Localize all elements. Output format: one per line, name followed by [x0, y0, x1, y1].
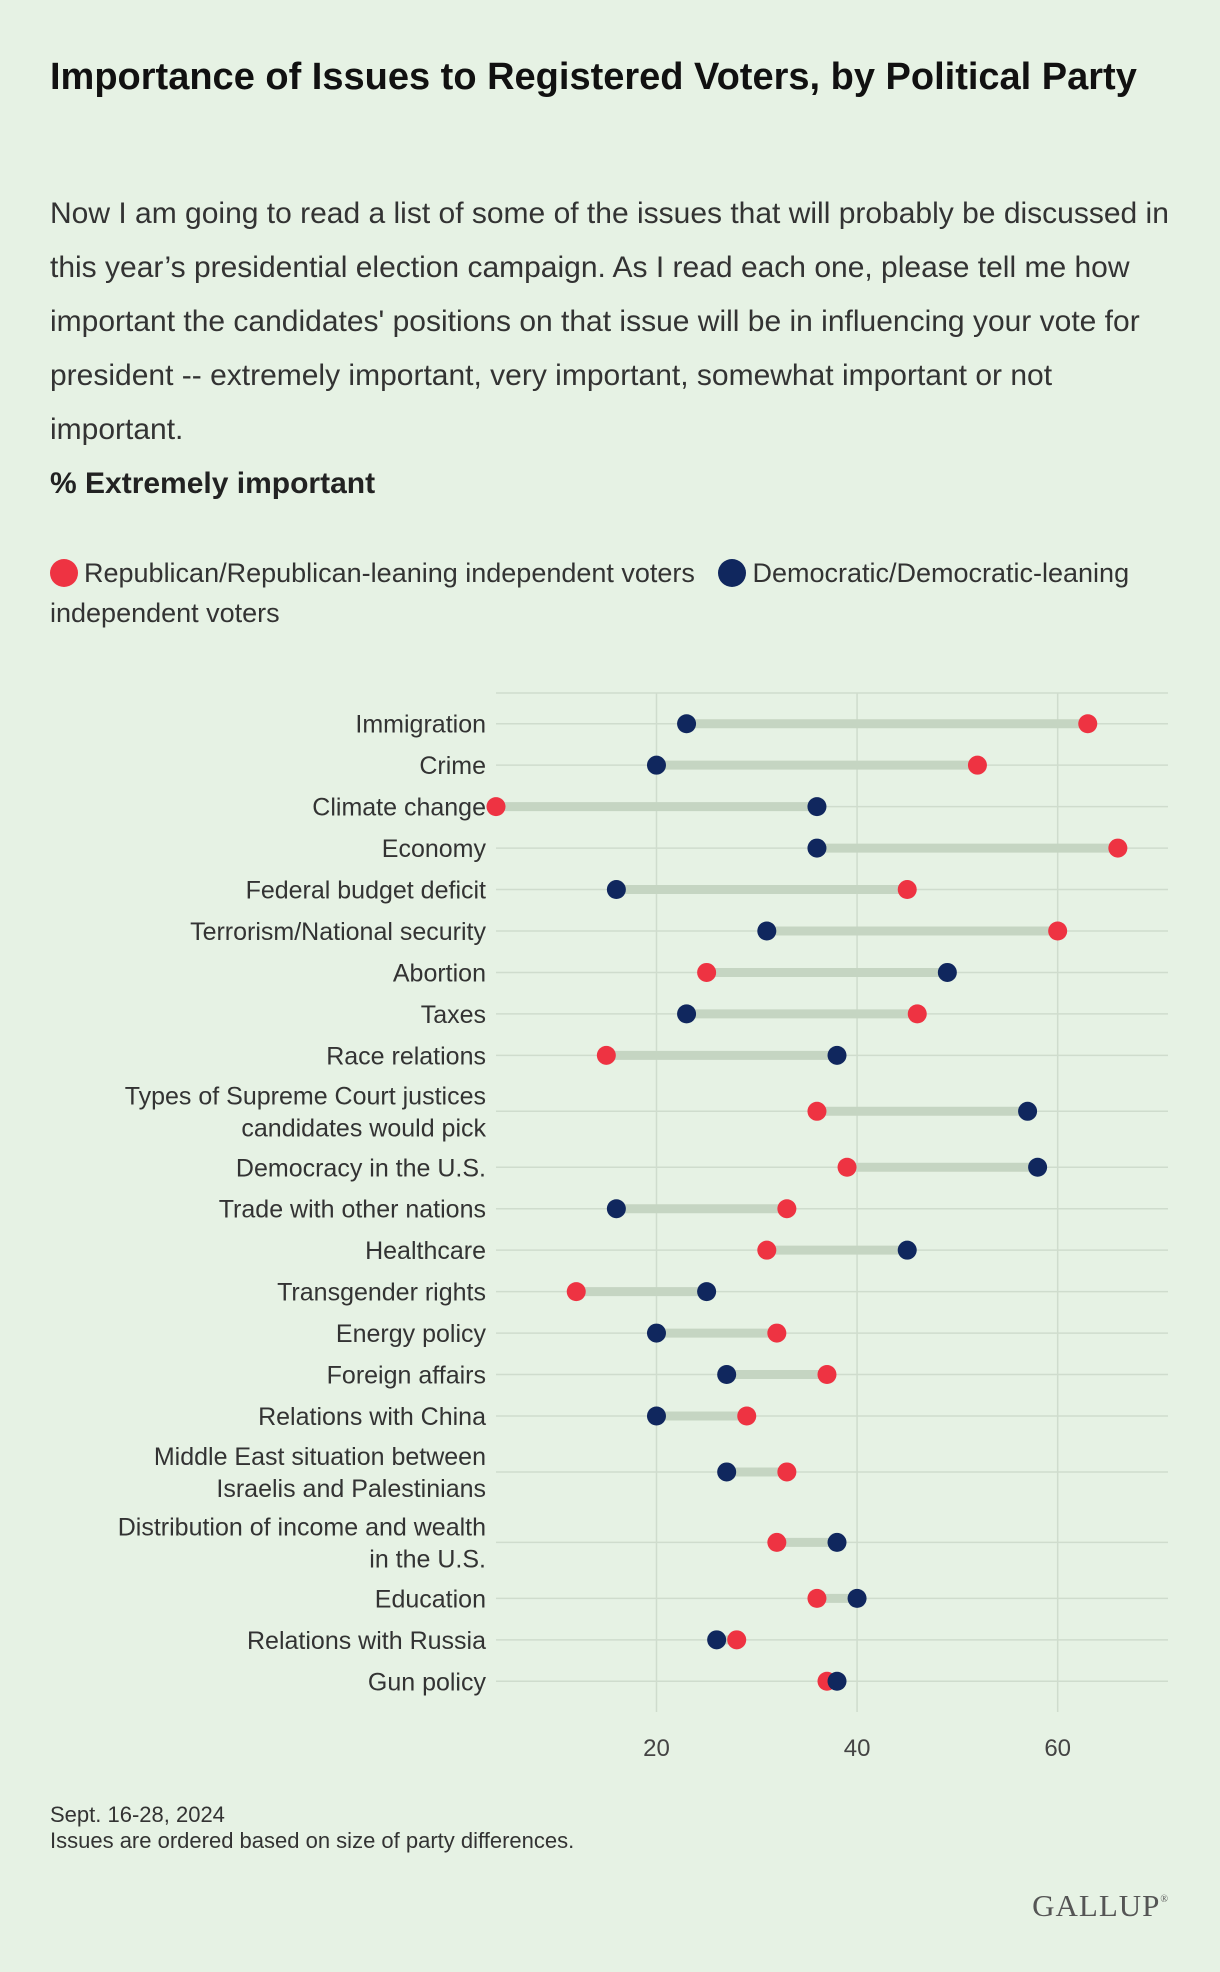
issue-label: in the U.S. — [369, 1545, 486, 1573]
legend-republican-swatch — [50, 559, 78, 587]
democrat-dot — [606, 1199, 626, 1219]
issue-label: Trade with other nations — [219, 1196, 486, 1224]
issue-label: Relations with China — [258, 1403, 486, 1431]
issue-label: Taxes — [421, 1001, 486, 1029]
issue-label: Israelis and Palestinians — [216, 1475, 486, 1503]
democrat-dot — [807, 797, 827, 817]
democrat-dot — [1018, 1101, 1038, 1121]
legend: Republican/Republican-leaning independen… — [50, 553, 1190, 633]
legend-democrat-label: Democratic/Democratic-leaning independen… — [50, 558, 1130, 628]
democrat-dot — [847, 1588, 867, 1608]
republican-dot — [1108, 838, 1128, 858]
measure-label: % Extremely important — [50, 467, 376, 500]
democrat-dot — [937, 962, 957, 982]
issue-label: Energy policy — [336, 1320, 487, 1348]
republican-dot — [566, 1282, 586, 1302]
issue-label: candidates would pick — [241, 1114, 486, 1142]
issue-label: Economy — [382, 835, 487, 863]
issue-label: Crime — [419, 752, 486, 780]
republican-dot — [807, 1588, 827, 1608]
democrat-dot — [897, 1240, 917, 1260]
issue-label: Education — [375, 1585, 486, 1613]
democrat-dot — [1028, 1157, 1048, 1177]
republican-dot — [967, 755, 987, 775]
issue-label: Distribution of income and wealth — [118, 1513, 486, 1541]
legend-republican-label: Republican/Republican-leaning independen… — [84, 558, 695, 588]
democrat-dot — [827, 1671, 847, 1691]
democrat-dot — [677, 1004, 697, 1024]
issue-label: Democracy in the U.S. — [236, 1154, 486, 1182]
democrat-dot — [827, 1045, 847, 1065]
republican-dot — [727, 1630, 747, 1650]
issue-label: Federal budget deficit — [246, 877, 486, 905]
republican-dot — [737, 1406, 757, 1426]
democrat-dot — [757, 921, 777, 941]
democrat-dot — [807, 838, 827, 858]
republican-dot — [897, 880, 917, 900]
democrat-dot — [717, 1462, 737, 1482]
democrat-dot — [827, 1532, 847, 1552]
democrat-dot — [606, 880, 626, 900]
question-text: Now I am going to read a list of some of… — [50, 197, 1169, 446]
republican-dot — [817, 1365, 837, 1385]
democrat-dot — [646, 1406, 666, 1426]
issue-label: Foreign affairs — [327, 1362, 486, 1390]
democrat-dot — [677, 714, 697, 734]
republican-dot — [596, 1045, 616, 1065]
issue-label: Transgender rights — [277, 1279, 486, 1307]
democrat-dot — [707, 1630, 727, 1650]
issue-label: Gun policy — [368, 1668, 487, 1696]
issue-label: Terrorism/National security — [190, 918, 486, 946]
democrat-dot — [717, 1365, 737, 1385]
gallup-logo: GALLUP® — [1032, 1888, 1168, 1923]
legend-democrat-swatch — [718, 559, 747, 587]
issue-label: Abortion — [393, 959, 486, 987]
x-tick-label: 60 — [1044, 1735, 1071, 1762]
republican-dot — [486, 797, 506, 817]
republican-dot — [1078, 714, 1098, 734]
issue-label: Types of Supreme Court justices — [125, 1082, 486, 1110]
republican-dot — [837, 1157, 857, 1177]
x-tick-label: 40 — [844, 1735, 871, 1762]
republican-dot — [777, 1462, 797, 1482]
democrat-dot — [646, 1323, 666, 1343]
issue-label: Healthcare — [365, 1237, 486, 1265]
republican-dot — [777, 1199, 797, 1219]
democrat-dot — [646, 755, 666, 775]
chart-title: Importance of Issues to Registered Voter… — [50, 56, 1137, 98]
issue-label: Race relations — [326, 1042, 486, 1070]
footnote: Sept. 16-28, 2024 Issues are ordered bas… — [50, 1802, 574, 1854]
footnote-date: Sept. 16-28, 2024 — [50, 1802, 225, 1827]
republican-dot — [697, 962, 717, 982]
logo-text: GALLUP — [1032, 1888, 1161, 1923]
x-tick-label: 20 — [643, 1735, 670, 1762]
issue-label: Middle East situation between — [154, 1443, 486, 1471]
issue-label: Relations with Russia — [247, 1627, 486, 1655]
republican-dot — [1048, 921, 1068, 941]
legend-republican: Republican/Republican-leaning independen… — [50, 558, 695, 588]
republican-dot — [907, 1004, 927, 1024]
republican-dot — [757, 1240, 777, 1260]
democrat-dot — [697, 1282, 717, 1302]
republican-dot — [767, 1323, 787, 1343]
republican-dot — [807, 1101, 827, 1121]
issue-label: Climate change — [312, 794, 486, 822]
republican-dot — [767, 1532, 787, 1552]
dumbbell-chart: 20 40 60 Immigration Crime Climate change Econ… — [118, 692, 1168, 1762]
legend-democrat: Democratic/Democratic-leaning independen… — [50, 558, 1129, 628]
footnote-note: Issues are ordered based on size of part… — [50, 1828, 575, 1853]
issue-label: Immigration — [355, 711, 486, 739]
